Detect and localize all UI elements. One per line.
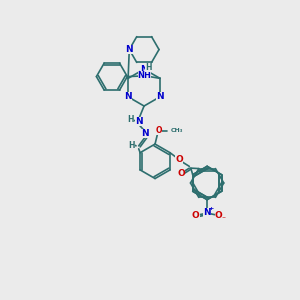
- Text: O: O: [214, 212, 222, 220]
- Text: N: N: [156, 92, 164, 101]
- Text: N: N: [140, 65, 148, 74]
- Text: O: O: [175, 155, 183, 164]
- Text: H: H: [128, 141, 134, 150]
- Text: N: N: [203, 208, 211, 217]
- Text: NH: NH: [138, 71, 152, 80]
- Text: H: H: [145, 63, 152, 72]
- Text: O: O: [155, 127, 162, 136]
- Text: O: O: [177, 169, 185, 178]
- Text: CH₃: CH₃: [171, 128, 183, 134]
- Text: +: +: [209, 206, 214, 211]
- Text: N: N: [141, 130, 149, 139]
- Text: N: N: [125, 45, 133, 54]
- Text: O: O: [192, 212, 200, 220]
- Text: N: N: [135, 117, 142, 126]
- Text: H: H: [127, 116, 134, 124]
- Text: ⁻: ⁻: [221, 214, 225, 223]
- Text: N: N: [124, 92, 132, 101]
